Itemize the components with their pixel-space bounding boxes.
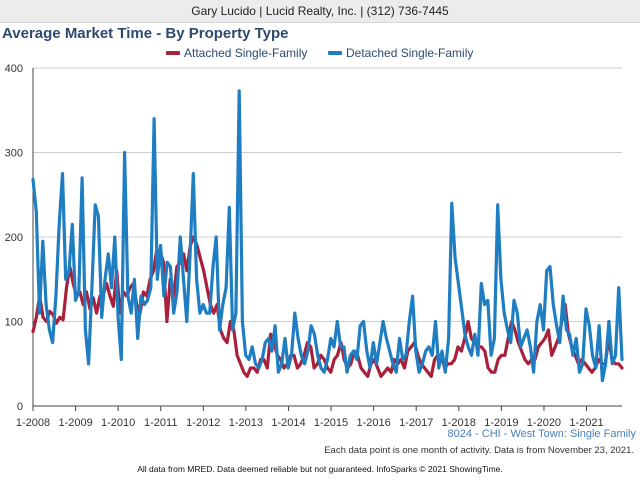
y-tick-label: 300 <box>5 148 23 160</box>
x-tick-label: 1-2008 <box>16 417 50 429</box>
x-tick-label: 1-2011 <box>144 417 177 429</box>
x-tick-label: 1-2021 <box>569 417 603 429</box>
y-tick-label: 0 <box>17 401 23 413</box>
x-tick-label: 1-2012 <box>186 417 220 429</box>
chart-subtitle: 8024 - CHI - West Town: Single Family <box>447 428 637 440</box>
y-tick-label: 100 <box>5 317 23 329</box>
legend-item-detached: Detached Single-Family <box>328 46 473 60</box>
x-tick-label: 1-2016 <box>356 417 390 429</box>
series-line-attached <box>31 235 624 378</box>
y-tick-label: 200 <box>5 232 23 244</box>
series-line-detached <box>31 89 624 383</box>
x-tick-label: 1-2010 <box>101 417 135 429</box>
x-tick-label: 1-2013 <box>229 417 263 429</box>
x-tick-label: 1-2018 <box>442 417 476 429</box>
x-tick-label: 1-2009 <box>58 417 92 429</box>
legend-swatch-attached <box>166 50 180 55</box>
legend-swatch-detached <box>328 50 342 55</box>
legend-item-attached: Attached Single-Family <box>166 46 307 60</box>
x-tick-label: 1-2017 <box>399 417 433 429</box>
y-tick-label: 400 <box>5 63 23 75</box>
legend-label-detached: Detached Single-Family <box>346 46 474 60</box>
x-tick-label: 1-2014 <box>271 417 305 429</box>
data-note: Each data point is one month of activity… <box>324 445 634 456</box>
legend-label-attached: Attached Single-Family <box>184 46 308 60</box>
chart-title: Average Market Time - By Property Type <box>2 25 289 42</box>
footer-disclaimer: All data from MRED. Data deemed reliable… <box>137 464 503 474</box>
x-tick-label: 1-2020 <box>527 417 561 429</box>
header-text: Gary Lucido | Lucid Realty, Inc. | (312)… <box>191 4 449 18</box>
x-tick-label: 1-2019 <box>484 417 518 429</box>
x-tick-label: 1-2015 <box>314 417 348 429</box>
header-bar <box>0 0 640 23</box>
